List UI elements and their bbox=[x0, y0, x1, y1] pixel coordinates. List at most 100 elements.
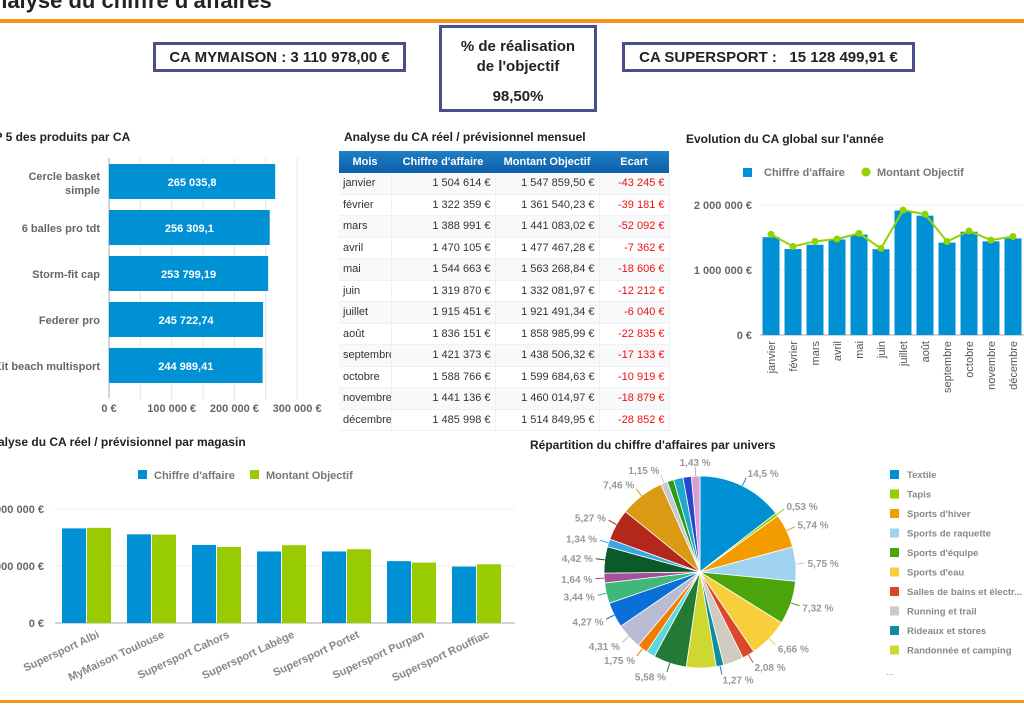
legend-label: Montant Objectif bbox=[266, 470, 353, 482]
table-cell: 1 441 083,02 € bbox=[495, 215, 600, 238]
pie-data-label: 2,08 % bbox=[755, 663, 786, 674]
table-cell: 1 858 985,99 € bbox=[495, 323, 600, 345]
x-tick-label: 300 000 € bbox=[273, 403, 322, 415]
x-tick-label: janvier bbox=[766, 341, 778, 375]
table-cell: -7 362 € bbox=[599, 237, 670, 259]
objective-point bbox=[921, 210, 929, 218]
x-tick-label: décembre bbox=[1008, 341, 1020, 390]
table-cell: 1 921 491,34 € bbox=[495, 301, 600, 324]
page-title: Analyse du chiffre d'affaires bbox=[0, 0, 272, 13]
bar bbox=[828, 239, 846, 335]
legend-label: Running et trail bbox=[907, 607, 977, 618]
table-cell: juillet bbox=[339, 301, 392, 324]
legend-label: Sports d'hiver bbox=[907, 509, 971, 520]
table-cell: -12 212 € bbox=[599, 280, 670, 302]
category-label: 6 balles pro tdt bbox=[22, 223, 101, 235]
x-tick-label: mars bbox=[810, 341, 822, 366]
table-cell: -6 040 € bbox=[599, 301, 670, 324]
bar bbox=[452, 566, 476, 623]
table-cell: -39 181 € bbox=[599, 194, 670, 216]
bar-data-label: 253 799,19 bbox=[161, 269, 216, 281]
table-cell: -10 919 € bbox=[599, 366, 670, 388]
column-header[interactable]: Chiffre d'affaire bbox=[391, 151, 495, 173]
table-row: mai 1 544 663 €1 563 268,84 € -18 606 € bbox=[339, 258, 670, 281]
kpi-ca-supersport: CA SUPERSPORT : 15 128 499,91 € bbox=[622, 42, 915, 72]
pie-label-connector bbox=[599, 539, 609, 544]
pie-data-label: 5,58 % bbox=[635, 672, 666, 683]
pie-label-connector bbox=[621, 636, 630, 643]
objective-point bbox=[943, 237, 951, 245]
pie-label-connector bbox=[786, 526, 795, 532]
pie-title: Répartition du chiffre d'affaires par un… bbox=[530, 438, 776, 452]
table-cell: 1 514 849,95 € bbox=[495, 409, 600, 431]
kpi-ca-mymaison: CA MYMAISON : 3 110 978,00 € bbox=[153, 42, 406, 72]
pie-label-connector bbox=[748, 654, 754, 663]
table-title: Analyse du CA réel / prévisionnel mensue… bbox=[344, 130, 586, 144]
legend-more: ... bbox=[886, 667, 894, 677]
pie-label-connector bbox=[795, 562, 805, 565]
monthly-table: Mois Chiffre d'affaire Montant Objectif Eca… bbox=[339, 151, 670, 431]
table-cell: -22 835 € bbox=[599, 323, 670, 345]
y-tick-label: 2 000 000 € bbox=[0, 561, 44, 573]
table-cell: 1 836 151 € bbox=[391, 323, 496, 345]
pie-label-connector bbox=[595, 577, 605, 580]
bar-data-label: 244 989,41 bbox=[158, 361, 213, 373]
pie-data-label: 7,46 % bbox=[603, 481, 634, 492]
x-tick-label: octobre bbox=[964, 341, 976, 378]
pie-label-connector bbox=[719, 665, 723, 675]
bar bbox=[938, 242, 956, 335]
bar bbox=[152, 534, 176, 623]
pie-label-connector bbox=[768, 638, 776, 646]
bar bbox=[62, 528, 86, 623]
table-cell: 1 588 766 € bbox=[391, 366, 496, 388]
column-header[interactable]: Mois bbox=[339, 151, 391, 173]
column-header[interactable]: Montant Objectif bbox=[495, 151, 599, 173]
category-label: Cercle basket bbox=[28, 171, 100, 183]
top5-chart: 265 035,8 Cercle basket simple 256 309,1 6 b… bbox=[0, 158, 322, 415]
pie-data-label: 7,32 % bbox=[802, 603, 833, 614]
legend-label: Textile bbox=[907, 470, 936, 481]
table-row: juillet 1 915 451 €1 921 491,34 € -6 040 € bbox=[339, 301, 670, 324]
y-tick-label: 2 000 000 € bbox=[694, 200, 752, 212]
bar-data-label: 256 309,1 bbox=[165, 223, 214, 235]
x-tick-label: février bbox=[788, 341, 800, 372]
kpi-realisation-label: % de réalisation de l'objectif bbox=[460, 38, 576, 75]
x-tick-label: avril bbox=[832, 341, 844, 361]
column-header[interactable]: Ecart bbox=[599, 151, 669, 173]
objective-line bbox=[770, 208, 1014, 250]
table-cell: 1 547 859,50 € bbox=[495, 173, 600, 195]
pie-data-label: 1,75 % bbox=[604, 656, 635, 667]
table-row: juin 1 319 870 €1 332 081,97 € -12 212 € bbox=[339, 280, 670, 302]
pie-data-label: 5,75 % bbox=[808, 559, 839, 570]
pie-label-connector bbox=[608, 519, 617, 526]
bar bbox=[127, 534, 151, 623]
legend-label: Chiffre d'affaire bbox=[764, 167, 845, 179]
pie-label-connector bbox=[636, 648, 643, 657]
bar bbox=[322, 551, 346, 623]
table-cell: mai bbox=[339, 258, 392, 281]
bar bbox=[850, 234, 868, 335]
table-cell: 1 421 373 € bbox=[391, 344, 496, 367]
pie-label-connector bbox=[605, 614, 615, 620]
table-row: avril 1 470 105 €1 477 467,28 € -7 362 € bbox=[339, 237, 670, 259]
pie-label-connector bbox=[741, 477, 747, 487]
x-tick-label: août bbox=[920, 341, 932, 362]
pie-label-connector bbox=[660, 474, 665, 484]
table-cell: 1 915 451 € bbox=[391, 301, 496, 324]
monthly-title: Evolution du CA global sur l'année bbox=[686, 132, 884, 146]
stores-chart: Chiffre d'affaire Montant Objectif 0 € 2 00… bbox=[0, 470, 515, 684]
pie-label-connector bbox=[635, 488, 642, 497]
bar bbox=[109, 256, 269, 291]
table-cell: 1 563 268,84 € bbox=[495, 258, 600, 281]
bar bbox=[257, 551, 281, 623]
table-row: janvier 1 504 614 €1 547 859,50 € -43 245 … bbox=[339, 173, 670, 195]
pie-data-label: 1,27 % bbox=[723, 676, 754, 687]
table-cell: 1 477 467,28 € bbox=[495, 237, 600, 259]
bar bbox=[282, 545, 306, 623]
pie-data-label: 1,15 % bbox=[628, 466, 659, 477]
table-cell: avril bbox=[339, 237, 392, 259]
legend-swatch bbox=[890, 528, 899, 538]
table-cell: 1 485 998 € bbox=[391, 409, 496, 431]
objective-point bbox=[899, 206, 907, 214]
table-cell: août bbox=[339, 323, 392, 345]
